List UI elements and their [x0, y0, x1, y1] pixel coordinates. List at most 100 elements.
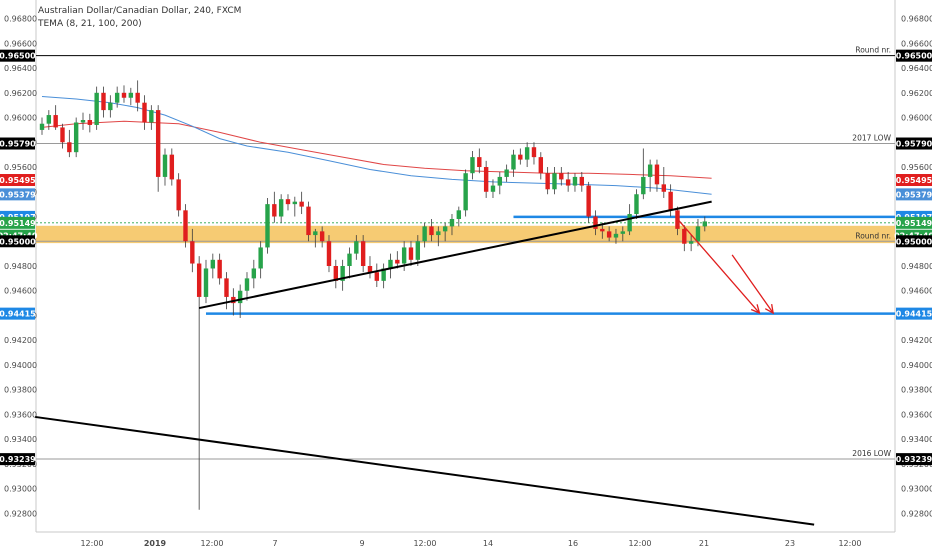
- candle-body: [620, 231, 626, 234]
- candle-body: [183, 210, 188, 242]
- candle-body: [60, 127, 65, 143]
- level-note-label: 2017 LOW: [852, 134, 891, 143]
- candle-body: [306, 206, 311, 236]
- forecast-arrow[interactable]: [731, 254, 774, 314]
- price-tick-label: 0.96400: [901, 64, 932, 73]
- candle-body: [531, 147, 537, 158]
- candle-body: [647, 164, 653, 177]
- candle-body: [258, 247, 263, 269]
- candle-body: [429, 226, 434, 236]
- level-note-label: Round nr.: [855, 231, 891, 240]
- price-tag-label-left: 0.95000: [0, 237, 36, 246]
- price-tag-left: [0, 235, 35, 248]
- price-tag-label: 0.93239: [896, 455, 932, 464]
- candle-body: [695, 226, 701, 242]
- price-tick-label: 0.93400: [901, 435, 932, 444]
- candle-body: [285, 199, 291, 205]
- candle-body: [135, 92, 140, 103]
- price-tick-label: 0.93600: [901, 410, 932, 419]
- price-tag-left: [0, 137, 35, 150]
- level-note-label: 2016 LOW: [852, 449, 891, 458]
- candle-body: [422, 226, 427, 242]
- candle-body: [668, 191, 673, 211]
- price-tag-label-left: 0.93239: [0, 455, 36, 464]
- price-tag: [896, 453, 932, 466]
- candle-body: [87, 120, 93, 125]
- candle-body: [463, 173, 468, 211]
- price-tick-label: 0.92800: [901, 509, 932, 518]
- price-tick-label: 0.95600: [901, 163, 932, 172]
- candle-body: [634, 194, 639, 215]
- time-tick-label: 12:00: [413, 539, 436, 548]
- trend-line[interactable]: [198, 200, 712, 310]
- price-tag: [896, 174, 932, 187]
- time-tick-label: 12:00: [628, 539, 651, 548]
- candle-body: [552, 173, 557, 190]
- candle-body: [518, 154, 523, 160]
- price-tick-label-left: 0.96600: [4, 39, 37, 48]
- price-tag-left: [0, 307, 35, 320]
- candle-body: [149, 110, 154, 123]
- candle-body: [511, 154, 516, 170]
- candle-body: [94, 92, 99, 125]
- candle-body: [203, 268, 209, 297]
- candle-body: [251, 268, 257, 279]
- candle-body: [244, 278, 250, 291]
- candle-body: [176, 179, 181, 211]
- time-tick-label: 7: [272, 539, 277, 548]
- candle-body: [319, 231, 325, 242]
- candle-body: [210, 259, 216, 269]
- candle-body: [354, 241, 359, 254]
- candle-body: [641, 176, 646, 195]
- price-tick-label-left: 0.96200: [4, 89, 37, 98]
- price-tick-label: 0.96000: [901, 114, 932, 123]
- candle-body: [326, 241, 332, 266]
- price-tick-label: 0.94600: [901, 287, 932, 296]
- price-tick-label-left: 0.96000: [4, 114, 37, 123]
- candle-body: [333, 266, 339, 281]
- time-tick-label: 21: [699, 539, 709, 548]
- candle-body: [654, 164, 660, 185]
- price-tag: [896, 49, 932, 62]
- price-tag-label-left: 0.95790: [0, 140, 36, 149]
- candle-body: [401, 247, 407, 264]
- level-note-label: Round nr.: [855, 46, 891, 55]
- candle-body: [477, 157, 482, 168]
- candle-body: [593, 216, 598, 229]
- candle-body: [67, 142, 72, 153]
- forecast-arrow[interactable]: [676, 218, 760, 314]
- candle-body: [586, 185, 591, 217]
- candle-body: [436, 231, 441, 236]
- candle-body: [613, 233, 619, 238]
- price-tag-label: 0.95495: [896, 176, 932, 185]
- candle-body: [374, 272, 380, 281]
- candle-body: [340, 266, 345, 281]
- time-tick-label: 2019: [144, 539, 167, 548]
- candle-body: [661, 184, 667, 192]
- candle-body: [114, 92, 120, 103]
- candle-body: [538, 157, 544, 174]
- price-tag-label: 0.96500: [896, 52, 932, 61]
- candle-body: [395, 259, 400, 264]
- price-tag-label-left: 0.95149: [0, 219, 36, 228]
- candle-body: [121, 92, 127, 98]
- time-tick-label: 14: [483, 539, 493, 548]
- candle-body: [682, 228, 687, 244]
- trend-line[interactable]: [35, 415, 815, 526]
- candle-body: [265, 204, 270, 248]
- candle-body: [702, 221, 708, 227]
- candle-body: [360, 241, 366, 266]
- price-tag-label: 0.95000: [896, 237, 932, 246]
- candle-body: [313, 231, 318, 236]
- candle-body: [627, 214, 632, 232]
- price-tick-label-left: 0.96800: [4, 15, 37, 24]
- candle-body: [381, 268, 386, 281]
- price-tick-label: 0.94000: [901, 361, 932, 370]
- price-tag-left: [0, 216, 35, 229]
- candle-body: [456, 210, 462, 219]
- support-zone: [36, 225, 895, 244]
- candle-body: [524, 147, 530, 160]
- candle-body: [388, 259, 393, 269]
